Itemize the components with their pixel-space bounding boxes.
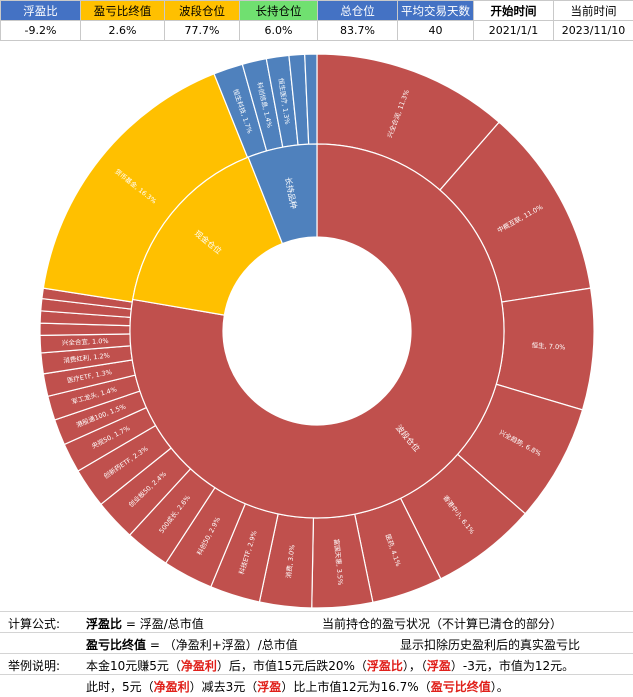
header-label-1: 盈亏比终值 (80, 0, 165, 21)
outer-label-18: 兴全合宜, 1.0% (62, 336, 109, 347)
header-label-5: 平均交易天数 (397, 0, 474, 21)
explanation-panel: 计算公式: 浮盈比 = 浮盈/总市值 当前持仓的盈亏状况（不计算已清仓的部分） … (0, 611, 633, 697)
ex2-part-5: 盈亏比终值 (430, 680, 491, 694)
header-value-3: 6.0% (239, 20, 318, 41)
formula-2: 盈亏比终值 = （净盈利+浮盈）/总市值 (86, 638, 298, 652)
formula-1: 浮盈比 = 浮盈/总市值 (86, 617, 204, 631)
header-label-0: 浮盈比 (0, 0, 81, 21)
ex2-part-1: 净盈利 (153, 680, 190, 694)
ex2-part-6: ）。 (490, 680, 509, 694)
ex2-part-4: ）比上市值12元为16.7%（ (281, 680, 431, 694)
header-label-7: 当前时间 (553, 0, 633, 21)
header-value-5: 40 (397, 20, 474, 41)
ex2-part-0: 此时，5元（ (86, 680, 154, 694)
header-value-7: 2023/11/10 (553, 20, 633, 41)
example-label: 举例说明: (8, 659, 61, 673)
header-label-6: 开始时间 (473, 0, 554, 21)
outer-label-2: 恒生, 7.0% (531, 340, 565, 351)
outer-label-7: 消费, 3.0% (284, 544, 297, 578)
inner-segment-1 (131, 156, 284, 316)
formula-2-desc: 显示扣除历史盈利后的真实盈亏比 (400, 638, 581, 652)
position-sunburst-chart: 兴全合润, 11.3% 中概互联, 11.0% 恒生, 7.0% 兴全趋势, 6.8%… (0, 41, 633, 610)
header-label-3: 长持仓位 (239, 0, 318, 21)
ex1-part-5: 浮盈 (426, 659, 451, 673)
ex1-part-0: 本金10元赚5元（ (86, 659, 181, 673)
formula-label: 计算公式: (8, 617, 61, 631)
ex1-part-6: ）-3元，市值为12元。 (450, 659, 575, 673)
summary-table: 浮盈比 盈亏比终值 波段仓位 长持仓位 总仓位 平均交易天数 开始时间 当前时间 -9.2% 2… (0, 0, 633, 41)
ex1-part-2: ）后，市值15元后跌20%（ (216, 659, 367, 673)
header-value-2: 77.7% (164, 20, 240, 41)
header-value-6: 2021/1/1 (473, 20, 554, 41)
inner-segment-2 (247, 143, 318, 245)
ex2-part-3: 浮盈 (257, 680, 282, 694)
formula-1-desc: 当前持仓的盈亏状况（不计算已清仓的部分） (322, 617, 563, 631)
example-line-2: 此时，5元（净盈利）减去3元（浮盈）比上市值12元为16.7%（盈亏比终值）。 (86, 678, 509, 695)
ex1-part-1: 净盈利 (180, 659, 217, 673)
example-line-1: 本金10元赚5元（净盈利）后，市值15元后跌20%（浮盈比），（浮盈）-3元，市… (86, 657, 574, 674)
ex1-part-4: ），（ (402, 659, 427, 673)
inner-segment-0 (129, 143, 505, 519)
header-value-1: 2.6% (80, 20, 165, 41)
header-value-4: 83.7% (317, 20, 398, 41)
sunburst-svg: 兴全合润, 11.3%中概互联, 11.0%恒生, 7.0%兴全趋势, 6.8%… (39, 53, 595, 609)
outer-label-6: 富国天惠, 3.5% (332, 538, 345, 585)
ex2-part-2: ）减去3元（ (189, 680, 258, 694)
header-value-0: -9.2% (0, 20, 81, 41)
header-label-4: 总仓位 (317, 0, 398, 21)
header-label-2: 波段仓位 (164, 0, 240, 21)
ex1-part-3: 浮盈比 (366, 659, 403, 673)
